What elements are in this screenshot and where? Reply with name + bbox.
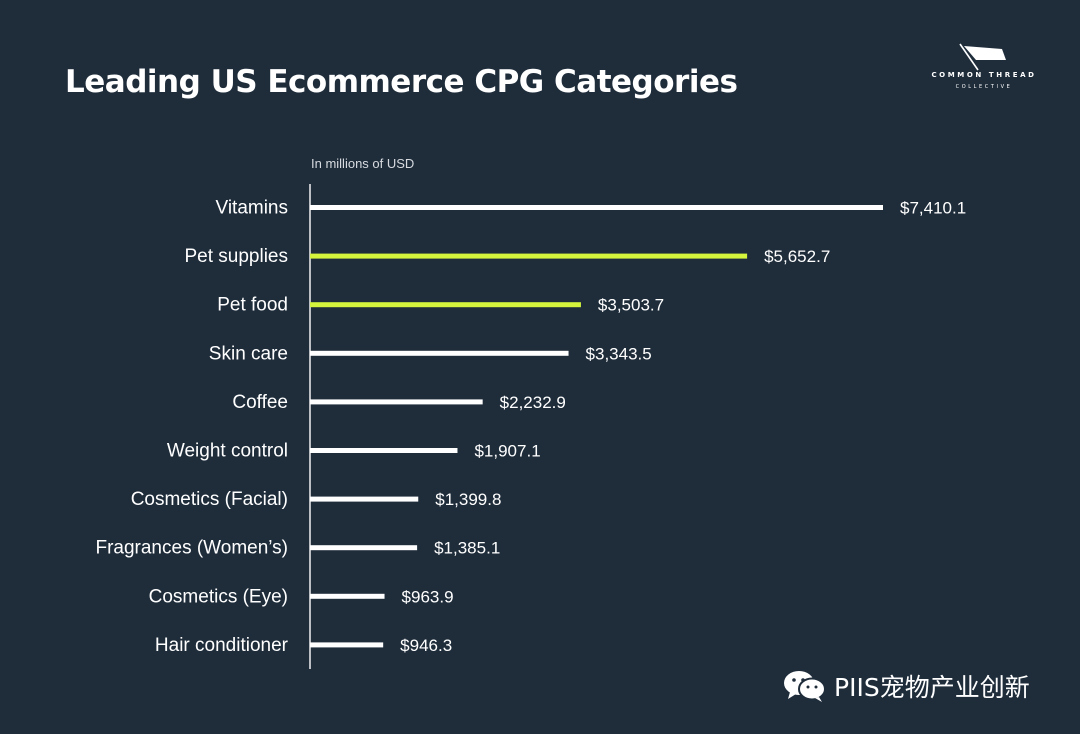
category-label: Pet supplies <box>184 246 288 267</box>
bar <box>310 399 483 405</box>
unit-label: In millions of USD <box>311 156 415 171</box>
value-label: $1,907.1 <box>474 442 540 461</box>
wechat-icon <box>784 671 826 702</box>
category-label: Fragrances (Women’s) <box>95 538 288 559</box>
bar <box>310 593 385 599</box>
value-label: $3,343.5 <box>586 344 652 363</box>
bar <box>310 253 748 259</box>
value-label: $2,232.9 <box>500 393 566 412</box>
category-label: Hair conditioner <box>155 635 289 656</box>
value-label: $946.3 <box>400 636 452 655</box>
bar <box>310 302 581 308</box>
bar <box>310 448 458 453</box>
bar <box>310 350 569 356</box>
category-label: Cosmetics (Eye) <box>149 586 288 607</box>
watermark-text: PIIS宠物产业创新 <box>834 673 1030 702</box>
brand-logo: COMMON THREAD COLLECTIVE <box>928 42 1040 94</box>
bar <box>310 205 883 210</box>
category-label: Coffee <box>232 392 288 413</box>
value-label: $3,503.7 <box>598 296 664 315</box>
category-label: Vitamins <box>215 198 288 219</box>
value-label: $7,410.1 <box>900 199 966 218</box>
category-label: Weight control <box>167 441 288 462</box>
chart-title: Leading US Ecommerce CPG Categories <box>65 64 738 100</box>
bar <box>310 545 418 551</box>
category-label: Skin care <box>209 343 288 364</box>
bar <box>310 496 419 502</box>
category-label: Cosmetics (Facial) <box>131 489 288 510</box>
bar <box>310 642 384 648</box>
category-label: Pet food <box>217 295 288 316</box>
logo-text-bottom: COLLECTIVE <box>955 84 1013 90</box>
value-label: $1,399.8 <box>435 490 501 509</box>
value-label: $963.9 <box>402 587 454 606</box>
logo-text-top: COMMON THREAD <box>931 71 1037 79</box>
value-label: $1,385.1 <box>434 539 500 558</box>
flag-icon <box>959 43 1006 71</box>
watermark: PIIS宠物产业创新 <box>782 666 1030 706</box>
value-label: $5,652.7 <box>764 247 830 266</box>
